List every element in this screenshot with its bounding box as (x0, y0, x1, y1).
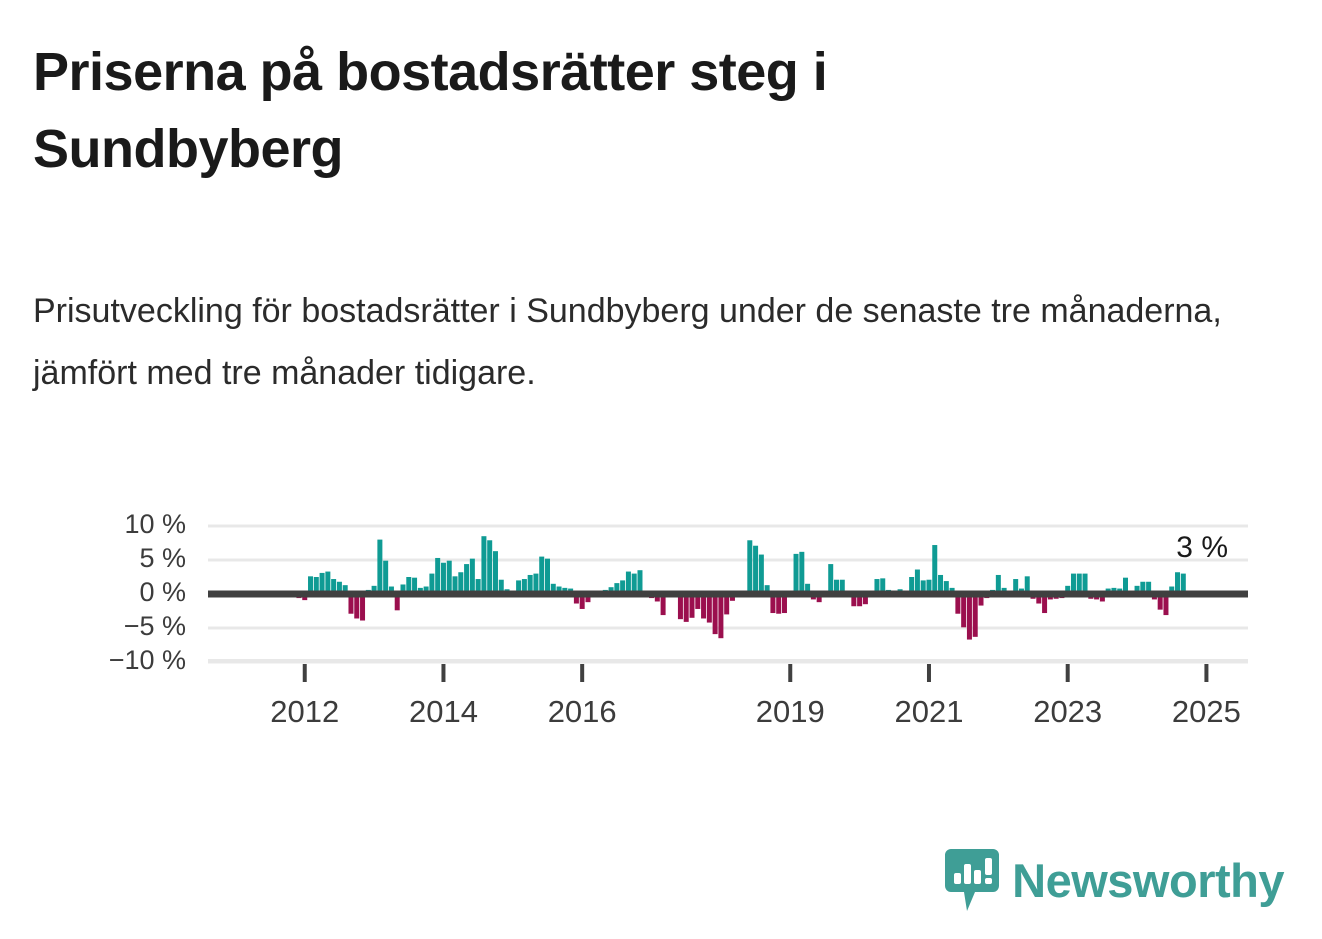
svg-text:−10 %: −10 % (109, 645, 186, 675)
svg-text:−5 %: −5 % (124, 611, 186, 641)
svg-text:2016: 2016 (548, 694, 617, 729)
newsworthy-wordmark: Newsworthy (1012, 853, 1284, 907)
svg-text:10 %: 10 % (124, 509, 186, 539)
svg-text:2023: 2023 (1033, 694, 1102, 729)
page-title: Priserna på bostadsrätter steg i Sundbyb… (33, 42, 828, 179)
svg-text:0 %: 0 % (139, 577, 186, 607)
chart-gridlines (208, 524, 1248, 664)
chart-annotation-last-value: 3 % (1176, 531, 1228, 564)
svg-text:2021: 2021 (894, 694, 963, 729)
chart-x-tick-labels: 2012 2014 2016 2019 2021 2023 2025 (270, 694, 1241, 729)
svg-text:5 %: 5 % (139, 543, 186, 573)
chart-bars (296, 536, 1186, 640)
svg-text:2025: 2025 (1172, 694, 1241, 729)
svg-text:2014: 2014 (409, 694, 478, 729)
svg-text:2012: 2012 (270, 694, 339, 729)
newsworthy-logo: Newsworthy (945, 849, 1284, 911)
svg-text:2019: 2019 (756, 694, 825, 729)
chart-y-tick-labels: 10 % 5 % 0 % −5 % −10 % (109, 509, 186, 675)
svg-text:3 %: 3 % (1176, 531, 1228, 564)
bar-chart-speech-bubble-icon (945, 849, 1000, 911)
chart-x-tick-marks (302, 664, 1209, 682)
chart-description: Prisutveckling för bostadsrätter i Sundb… (33, 292, 1222, 392)
